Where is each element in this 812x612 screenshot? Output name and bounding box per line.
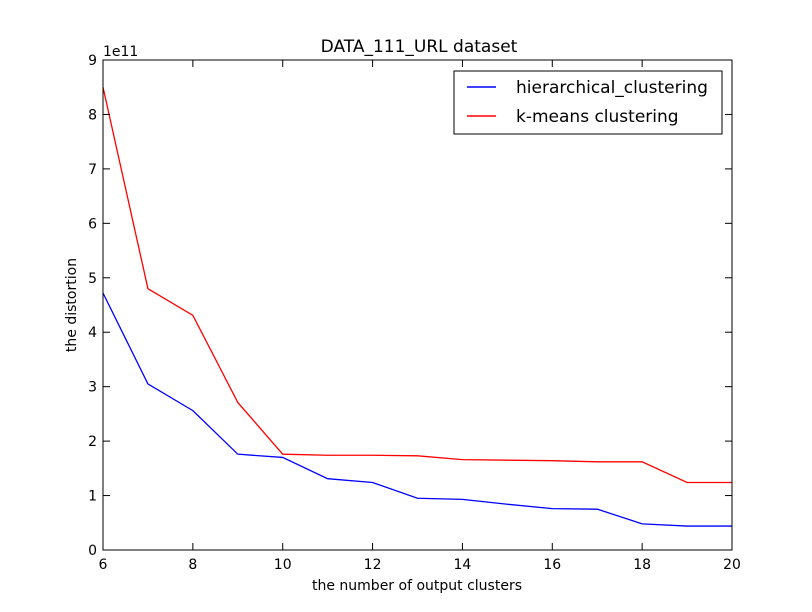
- y-tick-label: 2: [88, 434, 97, 450]
- y-tick-label: 0: [88, 543, 97, 559]
- y-tick-label: 4: [88, 325, 97, 341]
- y-axis-ticks: 0 1 2 3 4 5 6 7 8 9: [88, 53, 732, 559]
- legend-label-k-means-clustering: k-means clustering: [516, 107, 679, 127]
- series-line-hierarchical-clustering: [102, 292, 732, 527]
- x-tick-label: 20: [723, 557, 741, 573]
- series-layer: [102, 87, 732, 527]
- y-tick-label: 8: [88, 107, 97, 123]
- x-tick-label: 10: [274, 557, 292, 573]
- y-axis-label: the distortion: [64, 258, 80, 352]
- y-tick-label: 3: [88, 380, 97, 396]
- legend-label-hierarchical-clustering: hierarchical_clustering: [516, 78, 708, 98]
- legend-box: [453, 70, 723, 135]
- x-axis-label: the number of output clusters: [312, 578, 522, 594]
- legend: hierarchical_clustering k-means clusteri…: [453, 70, 723, 135]
- y-tick-label: 1: [88, 489, 97, 505]
- series-line-k-means-clustering: [102, 87, 732, 484]
- y-tick-label: 7: [88, 162, 97, 178]
- y-tick-label: 6: [88, 216, 97, 232]
- x-tick-label: 8: [188, 557, 197, 573]
- y-tick-label: 5: [88, 271, 97, 287]
- x-tick-label: 18: [633, 557, 651, 573]
- x-tick-label: 16: [543, 557, 561, 573]
- x-tick-label: 12: [364, 557, 382, 573]
- plot-area-frame: [102, 59, 733, 551]
- x-tick-label: 14: [454, 557, 472, 573]
- y-tick-label: 9: [88, 53, 97, 69]
- chart-title: DATA_111_URL dataset: [321, 37, 518, 57]
- x-axis-ticks: 6 8 10 12 14 16 18 20: [99, 60, 741, 573]
- x-tick-label: 6: [99, 557, 108, 573]
- y-axis-offset-label: 1e11: [103, 44, 138, 60]
